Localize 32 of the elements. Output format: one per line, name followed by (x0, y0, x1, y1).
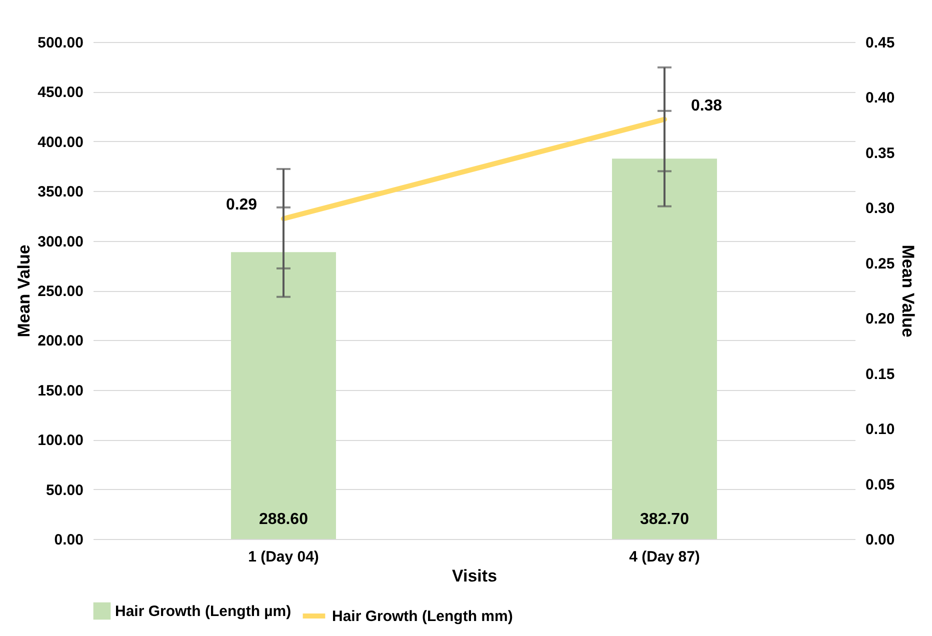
x-tick-label: 1 (Day 04) (248, 548, 319, 566)
y-tick-label: 50.00 (46, 482, 84, 499)
data-label: 288.60 (259, 511, 308, 528)
data-label: 0.38 (690, 97, 722, 114)
y2-tick-label: 0.35 (866, 144, 895, 162)
y2-tick-label: 0.45 (866, 34, 895, 52)
x-tick-label: 4 (Day 87) (629, 548, 700, 566)
y2-tick-label: 0.00 (866, 532, 895, 548)
legend-label: Hair Growth (Length mm) (332, 608, 513, 625)
y2-tick-label: 0.25 (866, 255, 895, 272)
y2-tick-label: 0.30 (866, 200, 895, 218)
y-tick-label: 150.00 (38, 382, 84, 400)
legend-label: Hair Growth (Length µm) (115, 603, 292, 620)
y-tick-label: 200.00 (38, 332, 84, 350)
y-tick-label: 450.00 (38, 84, 84, 102)
y2-tick-label: 0.10 (866, 421, 895, 438)
data-label: 0.29 (226, 196, 258, 214)
data-label: 382.70 (640, 511, 690, 528)
y-axis-title: Mean Value (14, 244, 34, 338)
y-tick-label: 350.00 (38, 184, 84, 201)
y-tick-label: 400.00 (38, 134, 84, 151)
y2-tick-label: 0.20 (866, 310, 895, 328)
y2-axis-title: Mean Value (898, 244, 918, 338)
y-tick-label: 300.00 (38, 233, 84, 250)
y2-tick-label: 0.05 (866, 476, 895, 494)
y-tick-label: 500.00 (38, 34, 84, 52)
y2-tick-label: 0.40 (866, 90, 895, 107)
y2-tick-label: 0.15 (866, 366, 895, 383)
y-tick-label: 250.00 (38, 283, 84, 300)
y-tick-label: 0.00 (54, 532, 84, 548)
y-tick-label: 100.00 (38, 432, 84, 450)
x-axis-title: Visits (452, 566, 498, 586)
